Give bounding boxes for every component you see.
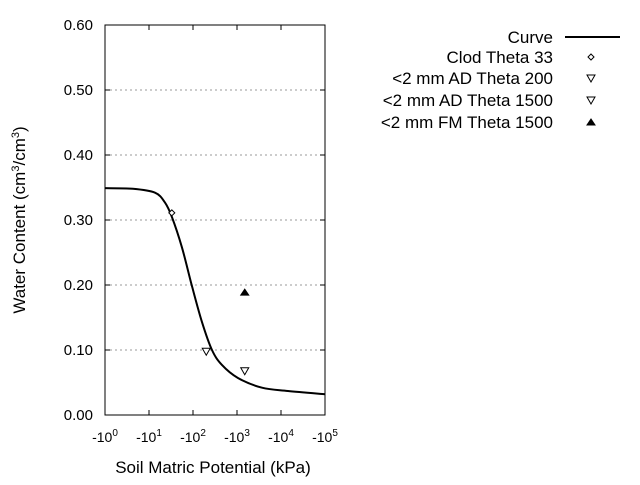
gridlines [105,89,325,351]
legend-label: Clod Theta 33 [447,48,553,67]
x-tick-label: -105 [312,428,338,445]
y-tick-label: 0.30 [64,212,93,229]
y-tick-label: 0.00 [64,407,93,424]
x-tick-label: -103 [224,428,250,445]
data-point-marker [239,367,250,376]
legend-marker [587,53,595,61]
legend-marker [586,96,596,106]
legend-label: Curve [508,28,553,47]
x-tick-label: -100 [92,428,118,445]
data-point-marker [239,288,250,296]
data-point-marker [168,209,176,217]
y-tick-label: 0.50 [64,82,93,99]
y-tick-label: 0.40 [64,147,93,164]
x-tick-label: -101 [136,428,162,445]
legend-label: <2 mm FM Theta 1500 [381,113,553,132]
ticks: 0.00 0.10 0.20 0.30 0.40 0.50 0.60 -100 -101 -102… [64,17,339,445]
legend-label: <2 mm AD Theta 200 [392,69,553,88]
legend-marker [586,118,596,126]
x-axis-label: Soil Matric Potential (kPa) [115,458,311,477]
series [104,187,326,396]
y-axis-label: Water Content (cm3/cm3) [10,126,29,313]
y-tick-label: 0.60 [64,17,93,34]
y-tick-label: 0.10 [64,342,93,359]
x-tick-label: -104 [268,428,294,445]
data-point-marker [201,347,212,357]
curve-line [104,187,326,396]
legend-label: <2 mm AD Theta 1500 [383,91,553,110]
x-tick-label: -102 [180,428,206,445]
legend-marker [586,74,596,84]
y-tick-label: 0.20 [64,277,93,294]
